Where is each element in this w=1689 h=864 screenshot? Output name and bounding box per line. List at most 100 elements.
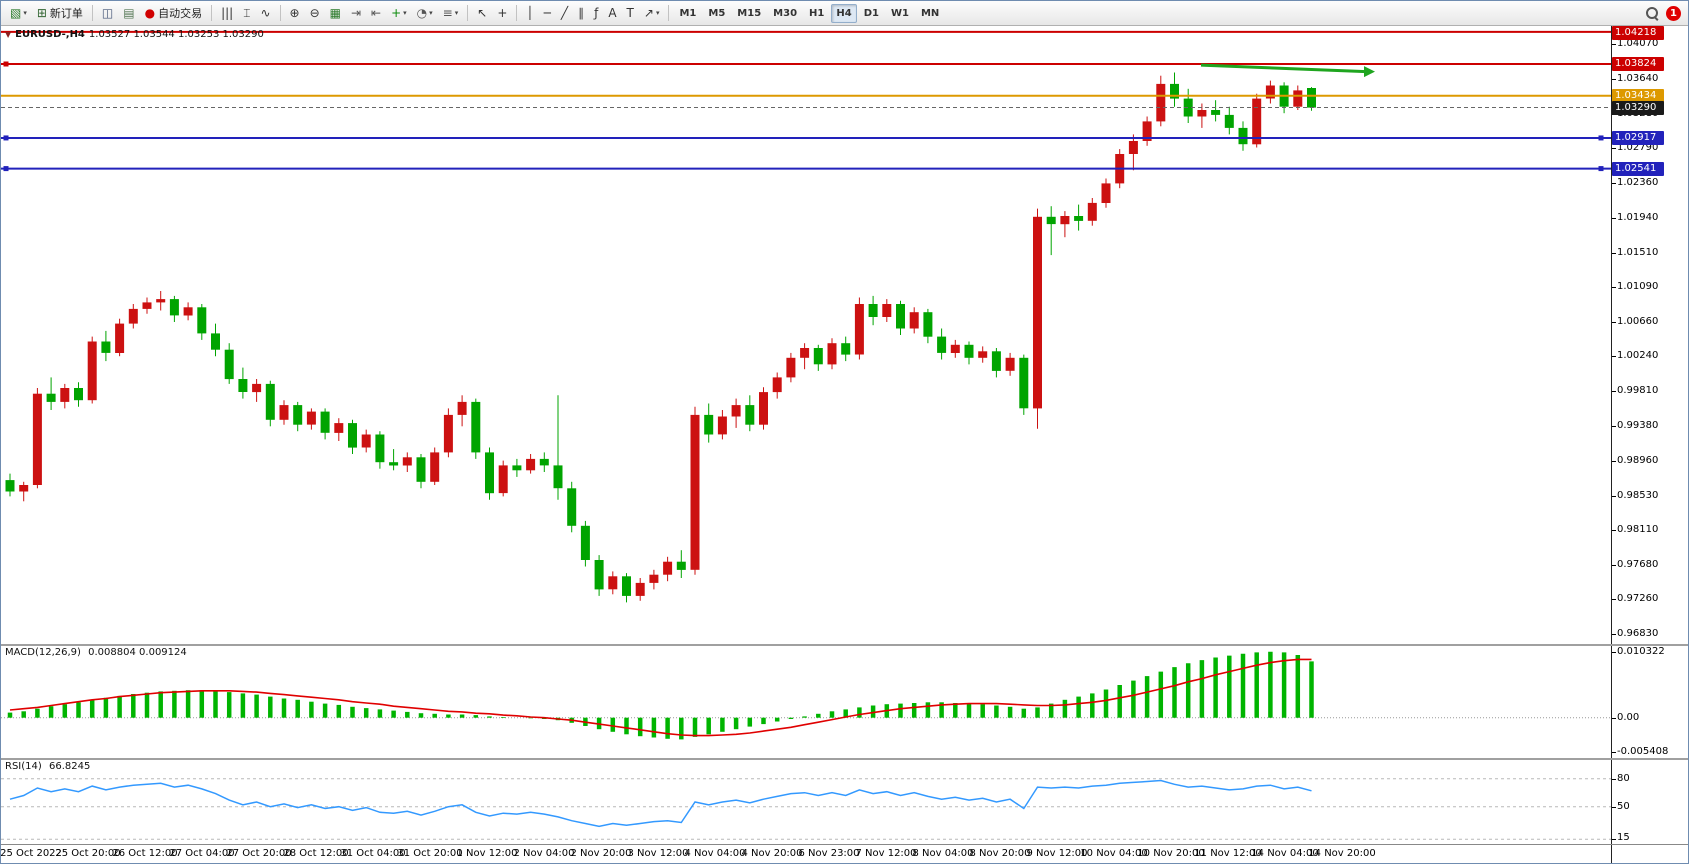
price-axis[interactable]: 1.040701.036401.032101.027901.023601.019… (1611, 26, 1688, 644)
toolbar-separator (516, 5, 518, 21)
macd-chart-area[interactable]: MACD(12,26,9) 0.008804 0.009124 (1, 646, 1611, 758)
timeframe-m5-button[interactable]: M5 (708, 7, 726, 19)
cursor-button[interactable]: ↖ (473, 2, 491, 24)
rsi-line (9, 779, 1312, 828)
line-handle[interactable] (3, 166, 9, 172)
navigator-icon: ▤ (123, 6, 135, 20)
price-level-badge: 1.03824 (1612, 56, 1664, 71)
timeframe-h1-button[interactable]: H1 (809, 7, 825, 19)
chart-header: ▼ EURUSD-,H4 1.03527 1.03544 1.03253 1.0… (5, 29, 264, 40)
auto-trading-button-label: 自动交易 (158, 7, 203, 20)
price-axis-label: 1.01510 (1617, 246, 1659, 258)
price-chart-canvas[interactable] (1, 26, 1611, 644)
line-handle[interactable] (3, 135, 9, 141)
auto-scroll-button[interactable]: ⇥ (347, 2, 365, 24)
periods-button[interactable]: ◔ ▾ (413, 2, 437, 24)
chart-ohlc-values: 1.03527 1.03544 1.03253 1.03290 (88, 29, 264, 40)
price-chart-area[interactable]: ▼ EURUSD-,H4 1.03527 1.03544 1.03253 1.0… (1, 26, 1611, 644)
trendline-button[interactable]: ╱ (557, 2, 572, 24)
zoom-out-button[interactable]: ⊖ (306, 2, 324, 24)
date-axis-label: 1 Nov 12:00 (456, 848, 518, 859)
bar-chart-button[interactable]: ||| (217, 2, 237, 24)
templates-button[interactable]: ≡ ▾ (439, 2, 463, 24)
macd-axis-label: 0.00 (1617, 711, 1640, 723)
line-handle[interactable] (1598, 135, 1604, 141)
line-chart-button[interactable]: ∿ (256, 2, 274, 24)
timeframe-m30-button[interactable]: M30 (773, 7, 798, 19)
arrows-button[interactable]: ↗ ▾ (640, 2, 664, 24)
candlestick-chart-button[interactable]: ⌶ (239, 2, 254, 24)
date-axis-label: 28 Oct 12:00 (283, 848, 349, 859)
new-order-button-label: 新订单 (49, 7, 83, 20)
price-axis-label: 1.02790 (1617, 142, 1659, 154)
axis-tick (1612, 286, 1616, 288)
axis-tick (1612, 599, 1616, 601)
timeframe-d1-button[interactable]: D1 (863, 7, 879, 19)
time-axis[interactable]: 25 Oct 2022 25 Oct 20:00 26 Oct 12:00 27 Oc… (1, 844, 1688, 863)
trend-arrow[interactable] (1200, 63, 1367, 74)
new-chart-button[interactable]: ▧ ▾ (6, 2, 31, 24)
price-axis-label: 0.98530 (1617, 489, 1659, 501)
candles-group[interactable] (5, 72, 1317, 603)
macd-canvas[interactable] (1, 646, 1611, 758)
channel-button[interactable]: ∥ (574, 2, 588, 24)
candlestick-chart-icon: ⌶ (243, 6, 251, 20)
market-watch-button[interactable]: ◫ (98, 2, 117, 24)
new-order-icon: ⊞ (36, 6, 47, 20)
axis-tick (1612, 148, 1616, 150)
vertical-line-icon: │ (526, 6, 534, 20)
panel-splitter[interactable] (1, 644, 1688, 646)
timeframe-m1-button[interactable]: M1 (679, 7, 697, 19)
chevron-down-icon: ▾ (429, 9, 433, 17)
rsi-chart-area[interactable]: RSI(14) 66.8245 (1, 760, 1611, 844)
date-axis-label: 14 Nov 04:00 (1251, 848, 1319, 859)
macd-values: 0.008804 0.009124 (88, 647, 187, 658)
axis-tick (1612, 529, 1616, 531)
toolbar-separator (211, 5, 213, 21)
rsi-axis[interactable]: 80 50 15 (1611, 760, 1688, 844)
axis-tick (1612, 460, 1616, 462)
fibonacci-button[interactable]: ƒ (590, 2, 602, 24)
auto-trading-button[interactable]: ● 自动交易 (141, 2, 206, 24)
timeframe-w1-button[interactable]: W1 (890, 7, 909, 19)
chart-shift-button[interactable]: ⇤ (367, 2, 385, 24)
navigator-button[interactable]: ▤ (119, 2, 138, 24)
text-label-button[interactable]: T (623, 2, 638, 24)
axis-tick (1612, 634, 1616, 636)
macd-axis[interactable]: 0.010322 0.00 -0.005408 (1611, 646, 1688, 758)
rsi-axis-label: 50 (1617, 800, 1630, 812)
toolbar: ▧ ▾ ⊞ 新订单 ◫ ▤ ● 自动交易 ||| ⌶ ∿ ⊕ ⊖ ▦ ⇥ ⇤ + ▾ ◔ ▾ ≡ ▾ ↖ + │ ─ ╱ ∥ ƒ A T ↗ ▾… (1, 1, 1688, 26)
text-button[interactable]: A (604, 2, 620, 24)
tile-windows-button[interactable]: ▦ (326, 2, 345, 24)
date-axis-label: 25 Oct 20:00 (55, 848, 121, 859)
price-level-badge: 1.03434 (1612, 88, 1664, 103)
panel-splitter[interactable] (1, 758, 1688, 760)
price-panel: ▼ EURUSD-,H4 1.03527 1.03544 1.03253 1.0… (1, 26, 1688, 644)
rsi-axis-label: 15 (1617, 832, 1630, 843)
timeframe-mn-button[interactable]: MN (920, 7, 940, 19)
trend-arrow-head[interactable] (1364, 66, 1375, 78)
timeframe-h4-button[interactable]: H4 (831, 3, 857, 23)
zoom-in-button[interactable]: ⊕ (286, 2, 304, 24)
price-axis-label: 0.97260 (1617, 593, 1659, 605)
one-click-trading-arrow[interactable]: ▼ (5, 30, 12, 39)
timeframe-m15-button[interactable]: M15 (737, 7, 762, 19)
crosshair-icon: + (497, 6, 508, 20)
line-handle[interactable] (3, 61, 9, 67)
line-handle[interactable] (1598, 166, 1604, 172)
zoom-out-icon: ⊖ (309, 6, 320, 20)
macd-histogram (7, 651, 1314, 740)
price-axis-label: 0.96830 (1617, 628, 1659, 640)
crosshair-button[interactable]: + (493, 2, 511, 24)
date-axis-label: 8 Nov 20:00 (969, 848, 1031, 859)
zoom-in-icon: ⊕ (289, 6, 300, 20)
horizontal-line-button[interactable]: ─ (540, 2, 555, 24)
date-axis-label: 26 Oct 12:00 (112, 848, 178, 859)
vertical-line-button[interactable]: │ (522, 2, 537, 24)
templates-icon: ≡ (442, 6, 453, 20)
indicators-button[interactable]: + ▾ (387, 2, 411, 24)
new-order-button[interactable]: ⊞ 新订单 (33, 2, 87, 24)
notification-badge[interactable]: 1 (1666, 5, 1681, 21)
search-icon[interactable] (1645, 6, 1659, 20)
rsi-canvas[interactable] (1, 760, 1611, 844)
